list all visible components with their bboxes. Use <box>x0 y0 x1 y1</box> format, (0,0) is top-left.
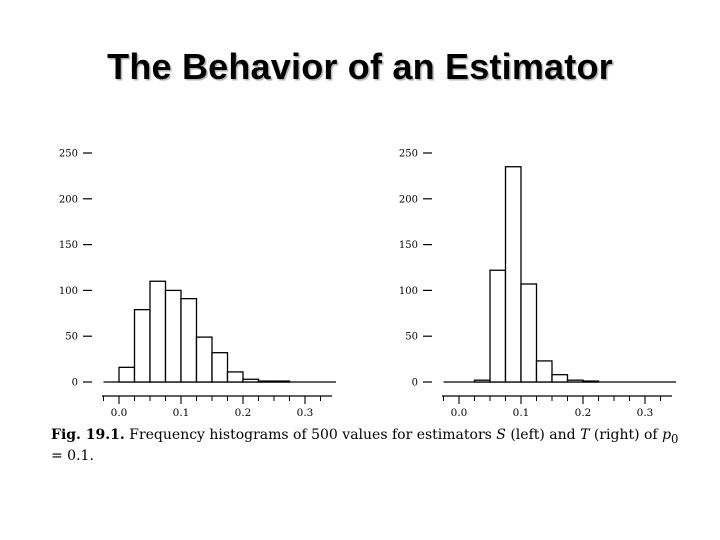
histogram-bar-left-4 <box>164 289 182 383</box>
x-tick-label-left-0: 0.0 <box>111 407 128 419</box>
caption-sub-0: 0 <box>671 431 679 446</box>
caption-var-t: T <box>580 427 590 443</box>
histogram-bar-left-2 <box>133 308 151 383</box>
caption-text-3: (right) of <box>589 427 663 443</box>
y-tick-label-right-3: 150 <box>399 240 418 251</box>
y-tick-label-left-2: 100 <box>59 286 78 297</box>
caption-text-2: (left) and <box>505 427 581 443</box>
histogram-right: 0 50 100 150 200 250 0.0 0.1 0.2 0.3 <box>399 149 676 419</box>
histogram-bar-left-8 <box>226 371 244 383</box>
caption-text-4: = 0.1. <box>51 447 94 464</box>
histogram-bar-left-5 <box>180 297 198 383</box>
caption-text-1: Frequency histograms of 500 values for e… <box>129 427 497 443</box>
histogram-bar-left-7 <box>211 352 229 383</box>
x-tick-label-right-2: 0.2 <box>575 407 592 419</box>
histogram-bar-right-5 <box>520 283 538 383</box>
histogram-bar-right-8 <box>566 379 584 383</box>
histogram-bar-left-6 <box>195 336 213 383</box>
slide-title: The Behavior of an Estimator <box>107 46 613 87</box>
caption-var-s: S <box>496 427 506 443</box>
caption-var-p: p <box>662 427 672 443</box>
histogram-left: 0 50 100 150 200 250 0.0 0.1 0.2 0.3 <box>59 149 336 419</box>
figure-label: Fig. 19.1. <box>51 427 125 443</box>
histogram-bar-right-7 <box>551 374 569 383</box>
x-tick-label-left-1: 0.1 <box>173 407 190 419</box>
histogram-bar-right-2 <box>473 379 491 383</box>
x-tick-label-right-3: 0.3 <box>637 407 654 419</box>
x-tick-label-left-2: 0.2 <box>235 407 252 419</box>
histogram-bar-left-10 <box>257 380 275 383</box>
histogram-bar-right-6 <box>535 360 553 383</box>
histogram-bar-left-1 <box>118 366 136 383</box>
y-tick-label-right-1: 50 <box>405 332 418 343</box>
y-tick-label-left-5: 250 <box>59 149 78 160</box>
y-tick-label-left-1: 50 <box>65 332 78 343</box>
histogram-bar-left-9 <box>242 378 260 383</box>
figure-caption: Fig. 19.1. Frequency histograms of 500 v… <box>51 427 691 465</box>
histogram-bar-left-3 <box>149 280 167 383</box>
histogram-bar-right-9 <box>582 380 600 383</box>
y-tick-label-right-5: 250 <box>399 149 418 160</box>
y-tick-label-right-2: 100 <box>399 286 418 297</box>
x-tick-label-right-0: 0.0 <box>451 407 468 419</box>
x-tick-label-left-3: 0.3 <box>297 407 314 419</box>
y-tick-label-right-0: 0 <box>412 378 418 389</box>
histogram-bar-left-11 <box>273 380 291 383</box>
y-tick-label-right-4: 200 <box>399 194 418 205</box>
y-tick-label-left-0: 0 <box>72 378 78 389</box>
histogram-bar-right-3 <box>489 269 507 383</box>
y-tick-label-left-3: 150 <box>59 240 78 251</box>
y-tick-label-left-4: 200 <box>59 194 78 205</box>
histogram-bar-right-4 <box>504 166 522 383</box>
x-tick-label-right-1: 0.1 <box>513 407 530 419</box>
